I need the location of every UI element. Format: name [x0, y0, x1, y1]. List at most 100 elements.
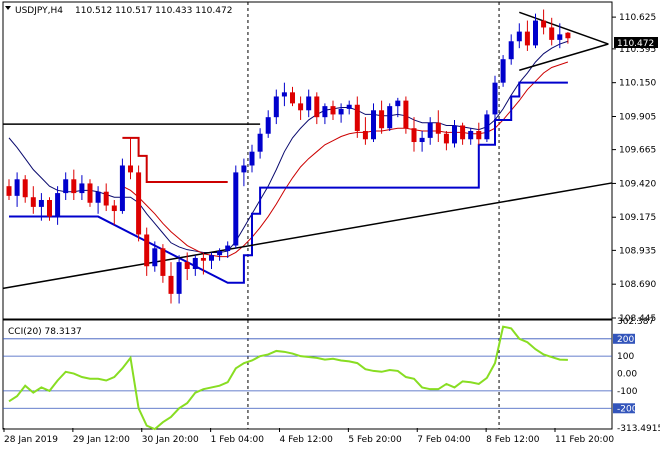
candle-body [427, 122, 433, 138]
candle-body [281, 92, 287, 97]
candle-body [257, 133, 263, 152]
time-axis: 28 Jan 2019 29 Jan 12:00 30 Jan 20:00 1 Feb… [3, 428, 614, 445]
cci-axis: 302.387 200 100 0.00 -100 -200 -313.4915 [613, 317, 660, 434]
price-tick-label: 110.150 [619, 79, 656, 89]
candle-body [87, 183, 93, 203]
candle-body [38, 199, 44, 207]
candle-body [233, 172, 239, 246]
cci-tick-label: 200 [617, 335, 634, 345]
candle-body [184, 262, 190, 270]
cci-tick-label: -100 [617, 387, 638, 397]
cci-line [8, 325, 568, 431]
cci-series [8, 325, 568, 431]
candle-body [379, 110, 385, 129]
cci-label: CCI(20) 78.3137 [8, 327, 82, 337]
candle-body [338, 108, 344, 115]
candle-body [63, 179, 69, 194]
candle-body [346, 104, 352, 109]
candle-body [362, 130, 368, 140]
moving-averages [8, 40, 569, 258]
candle-body [209, 255, 214, 261]
candle-body [403, 100, 409, 129]
time-tick-label: 28 Jan 2019 [4, 435, 58, 445]
resistance-step-line [122, 136, 228, 184]
candle-body [541, 20, 547, 28]
candle-body [144, 234, 150, 267]
candle-body [47, 199, 52, 217]
candle-body [492, 82, 498, 115]
candle-body [225, 245, 231, 252]
candle-body [419, 137, 425, 143]
last-price-label: 110.472 [617, 39, 654, 49]
cci-tick-label: 302.387 [617, 317, 654, 327]
candle-body [549, 27, 555, 40]
candle-body [565, 32, 571, 39]
cci-level-tag [613, 351, 635, 362]
cci-level-tag [613, 333, 635, 344]
candle-body [443, 133, 449, 144]
last-price-tag [614, 37, 658, 48]
cci-tick-label: 100 [617, 352, 634, 362]
candle-body [524, 31, 530, 46]
cci-tick-label: -313.4915 [617, 424, 660, 434]
candle-body [411, 128, 417, 143]
candle-body [30, 197, 36, 207]
candle-body [55, 193, 61, 217]
candle-body [71, 179, 77, 194]
candle-body [265, 117, 271, 134]
price-tick-label: 109.420 [619, 179, 656, 189]
candle-body [468, 130, 474, 140]
candle-body [435, 122, 441, 134]
cci-tick-label: 0.00 [617, 370, 637, 380]
support-step-line [9, 81, 568, 284]
cci-tick-label: -200 [617, 404, 638, 414]
price-tick-label: 108.935 [619, 246, 656, 256]
cci-level-tag [613, 403, 635, 414]
candle-body [557, 34, 563, 40]
candlesticks [6, 9, 571, 304]
candle-body [516, 31, 522, 42]
price-tick-label: 109.665 [619, 146, 656, 156]
price-axis: 110.625 110.395 110.150 109.905 109.665 109.4… [612, 13, 656, 324]
candle-body [273, 96, 279, 118]
drawn-lines [2, 11, 613, 290]
candle-body [152, 248, 158, 267]
cci-level-tag [613, 385, 635, 396]
time-tick-label: 30 Jan 20:00 [142, 435, 199, 445]
collapse-triangle-icon[interactable] [5, 6, 11, 10]
support-resistance-steps [9, 81, 568, 284]
candle-body [314, 96, 320, 118]
candle-body [200, 257, 206, 261]
candle-body [322, 106, 328, 118]
time-tick-label: 7 Feb 04:00 [417, 435, 471, 445]
candle-body [176, 262, 182, 294]
candle-body [508, 41, 514, 60]
time-tick-label: 29 Jan 12:00 [73, 435, 130, 445]
candle-body [354, 104, 360, 131]
time-tick-label: 8 Feb 12:00 [486, 435, 540, 445]
fast-ma-line [8, 40, 569, 253]
candle-body [111, 205, 117, 212]
price-tick-label: 109.175 [619, 213, 656, 223]
candle-body [387, 106, 393, 129]
candle-body [533, 20, 538, 46]
candle-body [476, 130, 482, 140]
candle-body [128, 165, 133, 173]
slow-ma-line [122, 61, 569, 258]
price-tick-label: 110.625 [619, 13, 656, 23]
candle-body [136, 172, 142, 235]
price-panel-frame [2, 1, 613, 320]
cci-levels [3, 338, 612, 409]
price-tick-label: 110.395 [619, 45, 656, 55]
time-tick-label: 1 Feb 04:00 [211, 435, 265, 445]
price-grid [247, 2, 500, 429]
candle-body [160, 248, 166, 276]
symbol-label: USDJPY,H4 [15, 6, 63, 16]
price-tick-label: 108.445 [619, 314, 656, 324]
candle-body [14, 179, 20, 196]
candle-body [217, 251, 223, 256]
triangle-upper-line [519, 11, 609, 45]
ascending-trendline [2, 182, 613, 290]
